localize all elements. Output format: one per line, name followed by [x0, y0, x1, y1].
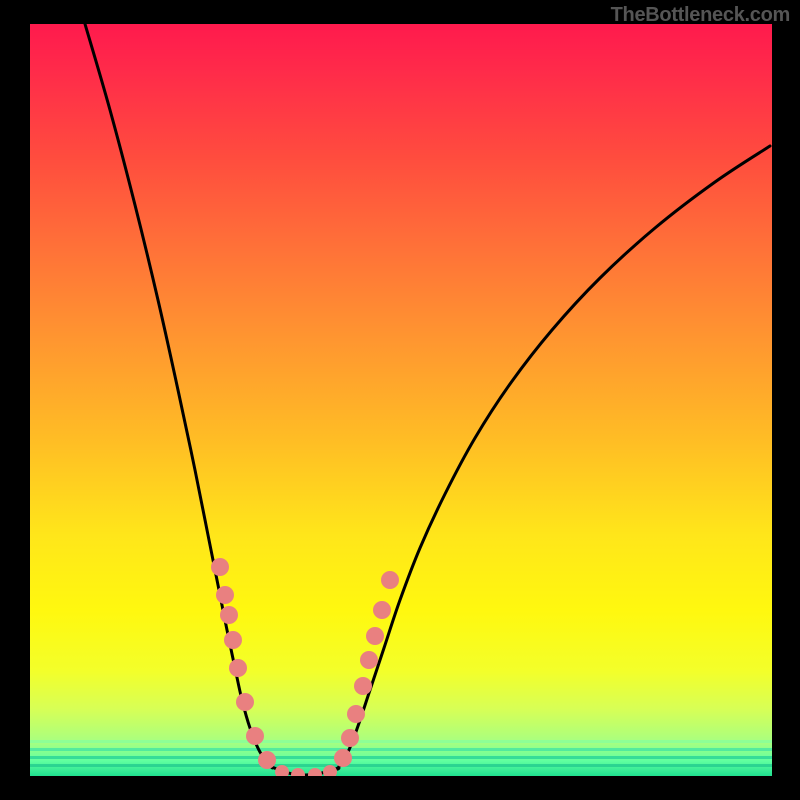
marker-dot [373, 601, 391, 619]
marker-dot [258, 751, 276, 769]
marker-dot [216, 586, 234, 604]
bottleneck-chart [0, 0, 800, 800]
marker-dot [220, 606, 238, 624]
marker-dot [341, 729, 359, 747]
plot-area [30, 24, 772, 782]
chart-container: TheBottleneck.com [0, 0, 800, 800]
attribution-watermark: TheBottleneck.com [611, 4, 790, 27]
marker-dot [354, 677, 372, 695]
marker-dot [229, 659, 247, 677]
marker-dot [211, 558, 229, 576]
marker-dot [347, 705, 365, 723]
marker-dot [381, 571, 399, 589]
marker-dot [366, 627, 384, 645]
marker-dot [246, 727, 264, 745]
marker-dot [334, 749, 352, 767]
gradient-background [30, 24, 772, 776]
marker-dot [224, 631, 242, 649]
marker-dot [236, 693, 254, 711]
marker-dot [360, 651, 378, 669]
